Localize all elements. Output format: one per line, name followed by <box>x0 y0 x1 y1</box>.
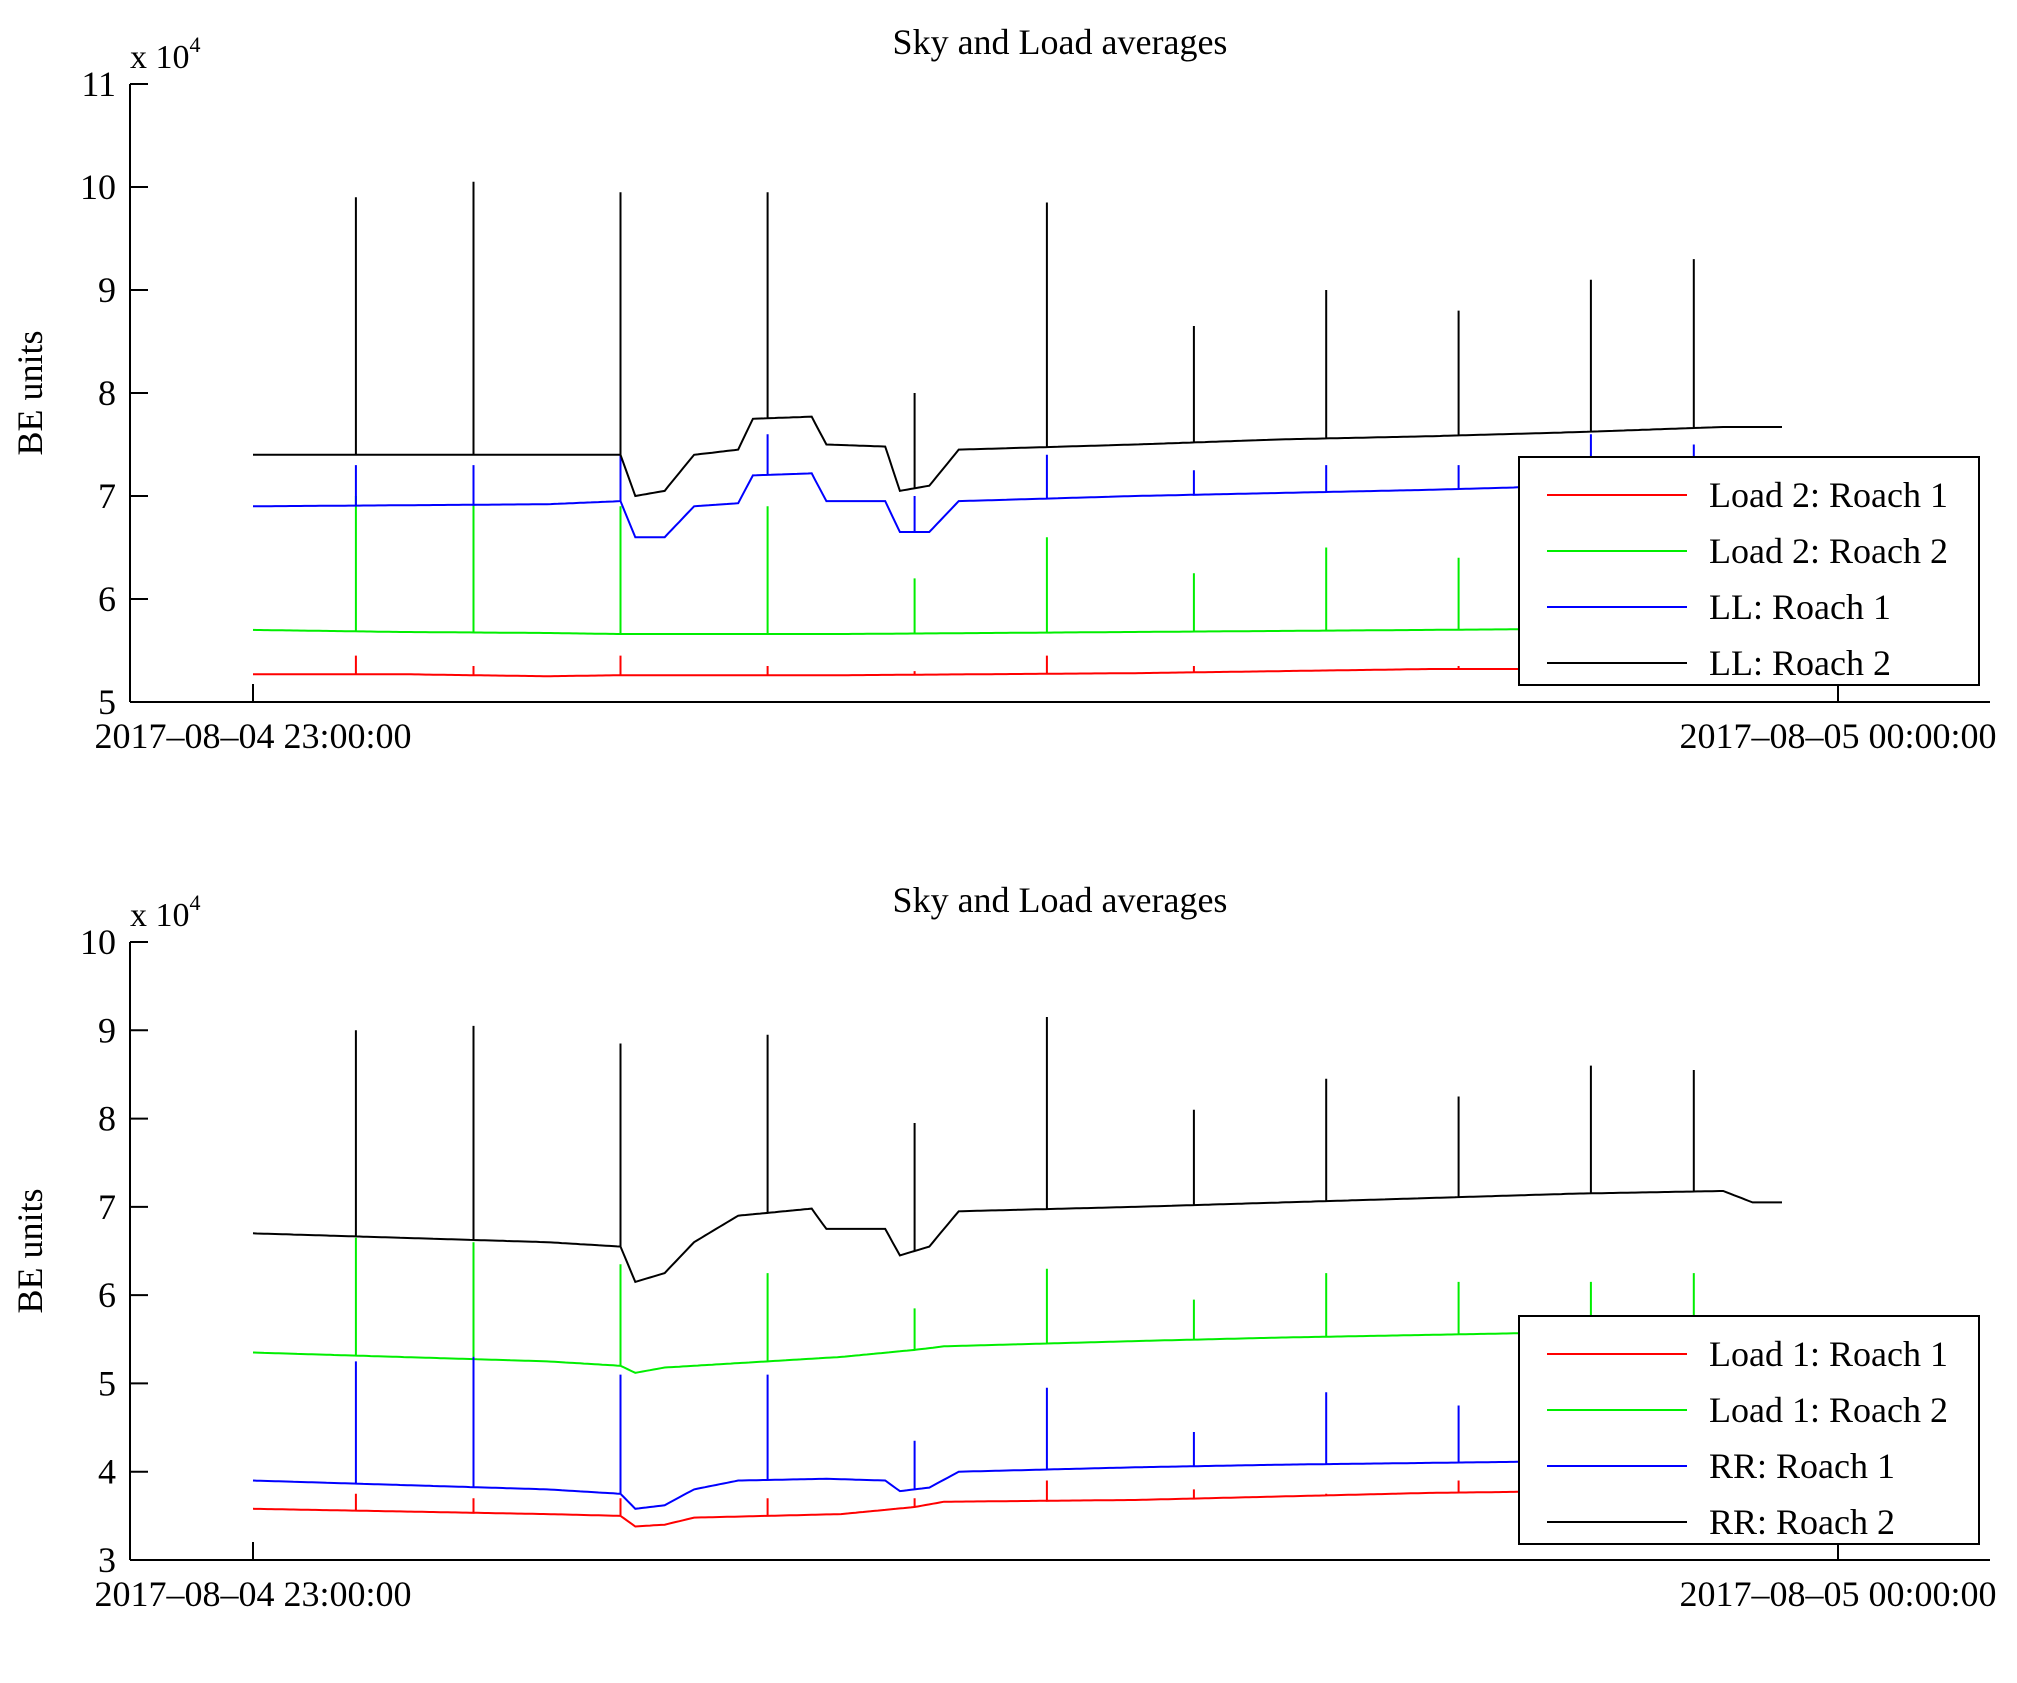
y-tick-label: 10 <box>80 167 116 207</box>
chart-panel-top: Sky and Load averages BE units x 104 5 6 7 8 9 1… <box>10 22 1997 756</box>
y-multiplier: x 104 <box>130 890 201 934</box>
y-tick-label: 5 <box>98 1363 116 1403</box>
series-line-4 <box>253 181 1782 498</box>
y-tick-label: 3 <box>98 1540 116 1580</box>
y-multiplier-exponent: 4 <box>190 890 201 915</box>
legend-entry: RR: Roach 2 <box>1709 1502 1895 1542</box>
y-tick-label: 4 <box>98 1452 116 1492</box>
x-tick-label: 2017–08–04 23:00:00 <box>94 1574 411 1614</box>
legend-entry: LL: Roach 2 <box>1709 643 1891 683</box>
x-tick-label: 2017–08–05 00:00:00 <box>1679 716 1996 756</box>
y-multiplier-exponent: 4 <box>190 32 201 57</box>
y-multiplier-base: x 10 <box>130 39 190 76</box>
legend-entry: Load 1: Roach 2 <box>1709 1390 1948 1430</box>
legend-entry: RR: Roach 1 <box>1709 1446 1895 1486</box>
y-tick-label: 10 <box>80 922 116 962</box>
legend: Load 1: Roach 1 Load 1: Roach 2 RR: Roach … <box>1518 1315 1980 1545</box>
y-tick-label: 9 <box>98 270 116 310</box>
y-tick-label: 7 <box>98 476 116 516</box>
y-tick-label: 6 <box>98 1275 116 1315</box>
y-tick-label: 7 <box>98 1187 116 1227</box>
y-multiplier-base: x 10 <box>130 897 190 934</box>
y-tick-label: 11 <box>81 64 116 104</box>
legend-entry: Load 2: Roach 1 <box>1709 475 1948 515</box>
y-tick-label: 5 <box>98 682 116 722</box>
x-tick-label: 2017–08–05 00:00:00 <box>1679 1574 1996 1614</box>
chart-title: Sky and Load averages <box>893 880 1228 920</box>
legend-entry: Load 2: Roach 2 <box>1709 531 1948 571</box>
legend: Load 2: Roach 1 Load 2: Roach 2 LL: Roach … <box>1518 456 1980 686</box>
y-tick-label: 8 <box>98 373 116 413</box>
series-line-1 <box>252 1480 1782 1528</box>
chart-title: Sky and Load averages <box>893 22 1228 62</box>
series-line-4 <box>252 1017 1782 1284</box>
y-tick-label: 6 <box>98 579 116 619</box>
legend-entry: Load 1: Roach 1 <box>1709 1334 1948 1374</box>
series-line-1 <box>253 655 1782 678</box>
series-line-2 <box>252 496 1782 635</box>
legend-entry: LL: Roach 1 <box>1709 587 1891 627</box>
x-tick-label: 2017–08–04 23:00:00 <box>94 716 411 756</box>
series-line-3 <box>252 1356 1782 1510</box>
y-multiplier: x 104 <box>130 32 201 76</box>
y-axis-label: BE units <box>10 330 50 455</box>
y-tick-label: 9 <box>98 1010 116 1050</box>
y-axis-label: BE units <box>10 1188 50 1313</box>
y-tick-label: 8 <box>98 1099 116 1139</box>
